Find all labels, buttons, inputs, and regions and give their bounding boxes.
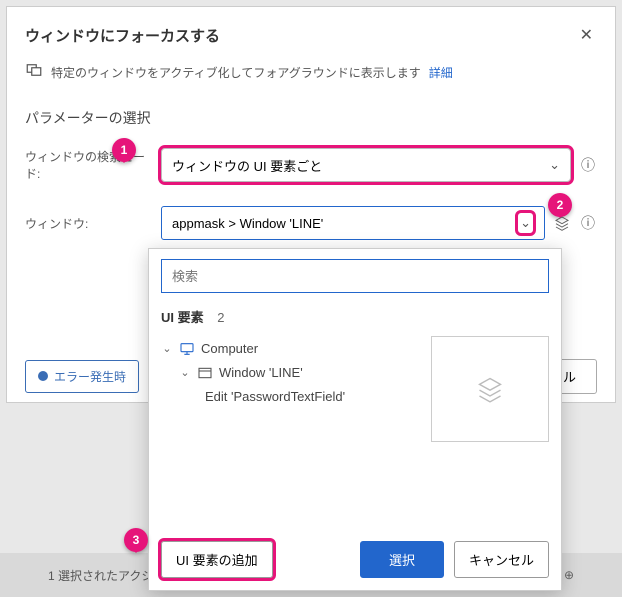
chevron-down-icon: ⌄ [549,157,560,173]
window-value: appmask > Window 'LINE' [172,216,323,231]
select-button[interactable]: 選択 [360,541,444,578]
windows-icon [25,61,43,84]
ui-elements-header: UI 要素 2 [149,303,561,336]
detail-link[interactable]: 詳細 [429,64,453,81]
chevron-down-icon: ⌄ [179,366,191,379]
on-error-label: エラー発生時 [54,368,126,385]
dialog-title: ウィンドウにフォーカスする [25,25,220,46]
search-mode-row: ウィンドウの検索モード: ウィンドウの UI 要素ごと ⌄ ⓘ [7,142,615,188]
callout-1: 1 [112,138,136,162]
layers-icon [476,375,504,403]
ui-elements-count: 2 [217,310,224,325]
preview-pane [431,336,549,442]
parameters-section-title: パラメーターの選択 [7,98,615,142]
more-icon[interactable]: ⊕ [564,568,574,582]
window-icon [197,365,213,382]
description-text: 特定のウィンドウをアクティブ化してフォアグラウンドに表示します [51,64,421,81]
tree-label: Edit 'PasswordTextField' [205,389,345,404]
callout-3: 3 [124,528,148,552]
close-icon[interactable]: ✕ [576,21,597,49]
tree-node-window[interactable]: ⌄ Window 'LINE' [161,361,419,386]
tree-label: Window 'LINE' [219,365,303,380]
ui-elements-label: UI 要素 [161,310,204,325]
info-icon[interactable]: ⓘ [579,156,597,174]
window-chevron-highlight: ⌄ [517,212,534,234]
window-row: ウィンドウ: appmask > Window 'LINE' ⌄ ⓘ [7,200,615,246]
chevron-down-icon: ⌄ [161,342,173,355]
window-select[interactable]: appmask > Window 'LINE' ⌄ [161,206,545,240]
monitor-icon [179,340,195,357]
error-dot-icon [38,371,48,381]
search-input[interactable] [161,259,549,293]
window-label: ウィンドウ: [25,215,153,232]
tree-node-edit[interactable]: Edit 'PasswordTextField' [161,385,419,408]
search-wrap [149,249,561,303]
popup-cancel-button[interactable]: キャンセル [454,541,549,578]
description-row: 特定のウィンドウをアクティブ化してフォアグラウンドに表示します 詳細 [7,57,615,98]
dialog-header: ウィンドウにフォーカスする ✕ [7,7,615,57]
info-icon[interactable]: ⓘ [579,214,597,232]
popup-footer: UI 要素の追加 選択 キャンセル [149,529,561,590]
tree-body: ⌄ Computer ⌄ Window 'LINE' Edit 'Passwor… [149,336,561,529]
search-mode-select[interactable]: ウィンドウの UI 要素ごと ⌄ [161,148,571,182]
ui-element-picker-popup: UI 要素 2 ⌄ Computer ⌄ Window 'LINE' Edit … [148,248,562,591]
tree-node-computer[interactable]: ⌄ Computer [161,336,419,361]
add-ui-element-button[interactable]: UI 要素の追加 [161,541,273,578]
ui-element-tree: ⌄ Computer ⌄ Window 'LINE' Edit 'Passwor… [161,336,419,529]
chevron-down-icon[interactable]: ⌄ [520,215,531,230]
tree-label: Computer [201,341,258,356]
callout-2: 2 [548,193,572,217]
on-error-button[interactable]: エラー発生時 [25,360,139,393]
search-mode-value: ウィンドウの UI 要素ごと [172,156,322,175]
status-text: 1 選択されたアクシ [48,567,153,584]
